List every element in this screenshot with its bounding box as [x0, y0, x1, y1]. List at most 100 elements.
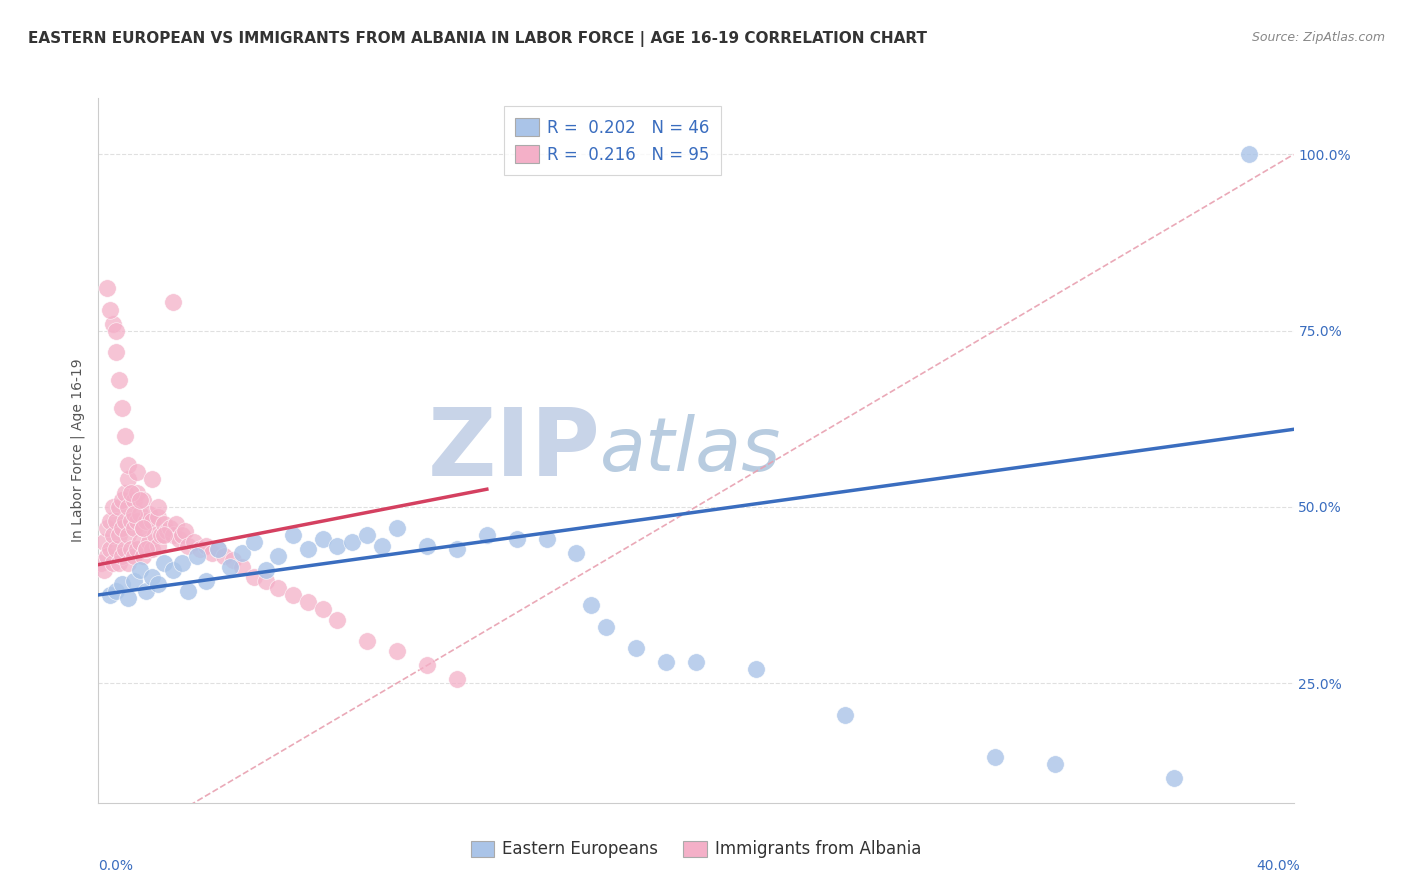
Text: Source: ZipAtlas.com: Source: ZipAtlas.com	[1251, 31, 1385, 45]
Point	[254, 574, 277, 588]
Point	[446, 542, 468, 557]
Point	[416, 539, 439, 553]
Point	[297, 542, 319, 557]
Point	[124, 507, 146, 521]
Point	[150, 528, 173, 542]
Text: ZIP: ZIP	[427, 404, 600, 497]
Point	[117, 500, 139, 514]
Point	[1043, 757, 1066, 772]
Point	[108, 500, 131, 514]
Point	[231, 546, 253, 560]
Point	[120, 514, 142, 528]
Point	[212, 549, 235, 564]
Point	[129, 535, 152, 549]
Point	[595, 619, 617, 633]
Point	[132, 521, 155, 535]
Point	[111, 521, 134, 535]
Point	[129, 563, 152, 577]
Point	[124, 521, 146, 535]
Point	[98, 514, 122, 528]
Point	[127, 514, 149, 528]
Point	[506, 532, 529, 546]
Point	[177, 584, 200, 599]
Point	[626, 640, 648, 655]
Point	[1163, 771, 1185, 785]
Point	[153, 556, 176, 570]
Point	[148, 539, 170, 553]
Point	[127, 465, 149, 479]
Point	[326, 539, 349, 553]
Point	[124, 492, 146, 507]
Point	[183, 535, 205, 549]
Point	[98, 302, 122, 317]
Point	[153, 517, 176, 532]
Point	[356, 528, 378, 542]
Point	[117, 472, 139, 486]
Point	[207, 542, 229, 557]
Text: EASTERN EUROPEAN VS IMMIGRANTS FROM ALBANIA IN LABOR FORCE | AGE 16-19 CORRELATI: EASTERN EUROPEAN VS IMMIGRANTS FROM ALBA…	[28, 31, 927, 47]
Point	[138, 535, 160, 549]
Point	[148, 500, 170, 514]
Point	[103, 500, 125, 514]
Point	[148, 577, 170, 591]
Point	[655, 655, 678, 669]
Point	[132, 521, 155, 535]
Point	[172, 556, 194, 570]
Point	[143, 528, 166, 542]
Point	[129, 492, 152, 507]
Point	[127, 542, 149, 557]
Point	[195, 539, 218, 553]
Point	[162, 295, 184, 310]
Point	[132, 549, 155, 564]
Point	[174, 524, 197, 539]
Point	[159, 521, 181, 535]
Point	[165, 517, 187, 532]
Point	[186, 549, 208, 564]
Point	[96, 281, 118, 295]
Point	[162, 528, 184, 542]
Point	[281, 588, 304, 602]
Point	[475, 528, 498, 542]
Point	[231, 559, 253, 574]
Point	[103, 528, 125, 542]
Point	[281, 528, 304, 542]
Point	[114, 485, 136, 500]
Point	[96, 521, 118, 535]
Point	[141, 570, 163, 584]
Point	[267, 549, 290, 564]
Point	[254, 563, 277, 577]
Point	[127, 485, 149, 500]
Point	[371, 539, 394, 553]
Point	[153, 528, 176, 542]
Point	[162, 563, 184, 577]
Point	[135, 514, 157, 528]
Point	[132, 492, 155, 507]
Point	[141, 542, 163, 557]
Point	[297, 595, 319, 609]
Point	[201, 546, 224, 560]
Point	[90, 556, 112, 570]
Point	[141, 472, 163, 486]
Point	[93, 535, 115, 549]
Point	[536, 532, 558, 546]
Point	[342, 535, 364, 549]
Point	[207, 542, 229, 557]
Text: 0.0%: 0.0%	[98, 859, 134, 872]
Point	[105, 542, 128, 557]
Legend: Eastern Europeans, Immigrants from Albania: Eastern Europeans, Immigrants from Alban…	[464, 834, 928, 865]
Point	[834, 707, 856, 722]
Point	[138, 507, 160, 521]
Point	[129, 507, 152, 521]
Point	[135, 542, 157, 557]
Point	[222, 552, 245, 566]
Point	[148, 510, 170, 524]
Point	[105, 584, 128, 599]
Y-axis label: In Labor Force | Age 16-19: In Labor Force | Age 16-19	[70, 359, 86, 542]
Point	[243, 535, 266, 549]
Point	[117, 591, 139, 606]
Point	[105, 344, 128, 359]
Point	[114, 514, 136, 528]
Point	[105, 324, 128, 338]
Point	[177, 539, 200, 553]
Point	[117, 528, 139, 542]
